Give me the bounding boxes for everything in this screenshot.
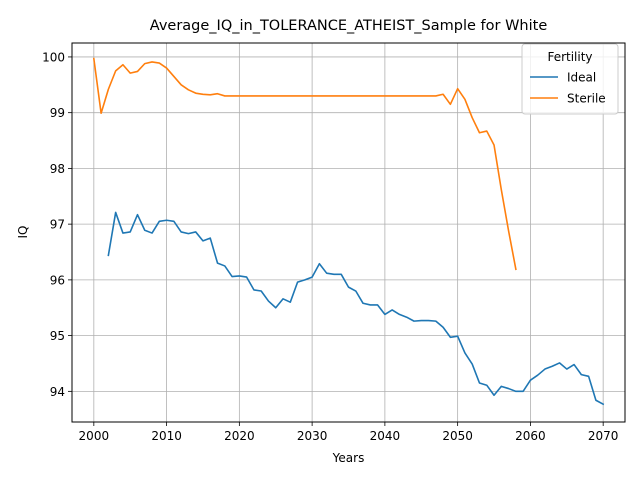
- x-tick-label: 2070: [588, 429, 619, 443]
- x-tick-label: 2030: [297, 429, 328, 443]
- legend-box: [521, 43, 619, 115]
- y-axis-label: IQ: [16, 226, 30, 239]
- y-axis: 94 95 96 97 98 99 100: [42, 50, 72, 399]
- series-group: [92, 57, 605, 406]
- y-tick-label: 99: [50, 106, 65, 120]
- y-tick-label: 96: [50, 273, 65, 287]
- plot-frame: [71, 42, 626, 423]
- x-axis-label: Years: [332, 451, 365, 465]
- x-axis: 2000 2010 2020 2030 2040 2050 2060 2070: [79, 422, 619, 443]
- x-tick-label: 2040: [370, 429, 401, 443]
- y-tick-label: 98: [50, 162, 65, 176]
- legend: Fertility Ideal Sterile: [521, 43, 619, 115]
- legend-title: Fertility: [547, 50, 592, 64]
- chart-title: Average_IQ_in_TOLERANCE_ATHEIST_Sample f…: [150, 18, 548, 34]
- legend-label-ideal: Ideal: [567, 71, 596, 85]
- series-line-ideal: [107, 211, 605, 406]
- y-tick-label: 94: [50, 385, 65, 399]
- x-tick-label: 2060: [515, 429, 546, 443]
- grid: [72, 43, 625, 422]
- y-tick-label: 100: [42, 50, 65, 64]
- x-tick-label: 2000: [79, 429, 110, 443]
- x-tick-label: 2050: [442, 429, 473, 443]
- x-tick-label: 2020: [224, 429, 255, 443]
- y-tick-label: 95: [50, 329, 65, 343]
- legend-label-sterile: Sterile: [567, 92, 606, 106]
- series-line-sterile: [92, 57, 517, 271]
- y-tick-label: 97: [50, 218, 65, 232]
- x-tick-label: 2010: [151, 429, 182, 443]
